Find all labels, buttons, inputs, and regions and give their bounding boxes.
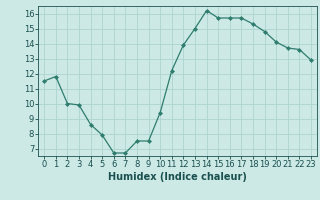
X-axis label: Humidex (Indice chaleur): Humidex (Indice chaleur) [108,172,247,182]
